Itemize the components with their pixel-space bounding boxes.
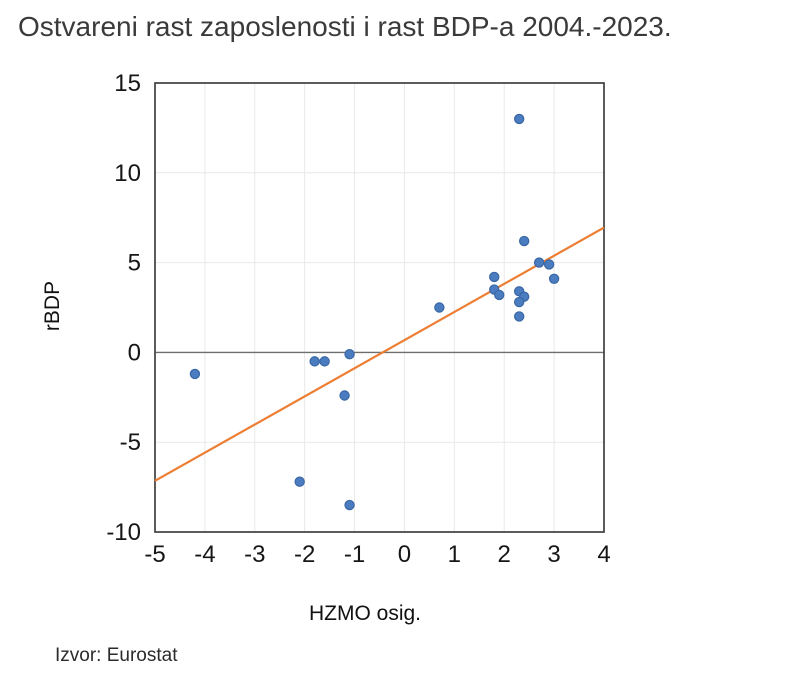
scatter-point [189, 368, 201, 380]
x-tick-label: 3 [547, 541, 560, 568]
scatter-point [513, 113, 525, 125]
x-tick-label: -3 [244, 541, 265, 568]
scatter-point [513, 296, 525, 308]
y-tick-label: 10 [114, 160, 141, 187]
x-tick-label: -2 [294, 541, 315, 568]
y-tick-label: -10 [106, 519, 141, 546]
scatter-point [344, 499, 355, 511]
scatter-point [434, 302, 445, 313]
scatter-point [309, 356, 320, 367]
scatter-point [319, 356, 330, 367]
scatter-point [513, 311, 525, 322]
y-tick-label: 0 [128, 339, 141, 366]
source-note: Izvor: Eurostat [55, 645, 178, 666]
y-tick-label: -5 [120, 429, 141, 456]
x-tick-label: 2 [498, 541, 511, 568]
scatter-point [489, 271, 500, 283]
x-tick-label: 4 [597, 541, 610, 568]
chart-title: Ostvareni rast zaposlenosti i rast BDP-a… [18, 11, 672, 42]
scatter-point [344, 348, 355, 360]
scatter-point [339, 390, 350, 401]
x-tick-label: -4 [194, 541, 215, 568]
scatter-point [518, 235, 530, 247]
scatter-point [548, 273, 560, 284]
x-tick-label: 0 [398, 541, 411, 568]
x-tick-label: -1 [344, 541, 365, 568]
scatter-point [294, 476, 305, 487]
x-axis-label: HZMO osig. [308, 602, 421, 625]
scatter-point [494, 289, 505, 301]
y-axis-label: rBDP [41, 280, 64, 332]
y-tick-label: 15 [114, 70, 141, 97]
y-tick-label: 5 [128, 250, 141, 277]
x-tick-label: -5 [144, 541, 165, 568]
scatter-point [533, 257, 545, 268]
x-tick-label: 1 [448, 541, 461, 568]
scatter-point [543, 259, 555, 270]
plot-border [154, 82, 605, 533]
trend-line [154, 226, 605, 482]
